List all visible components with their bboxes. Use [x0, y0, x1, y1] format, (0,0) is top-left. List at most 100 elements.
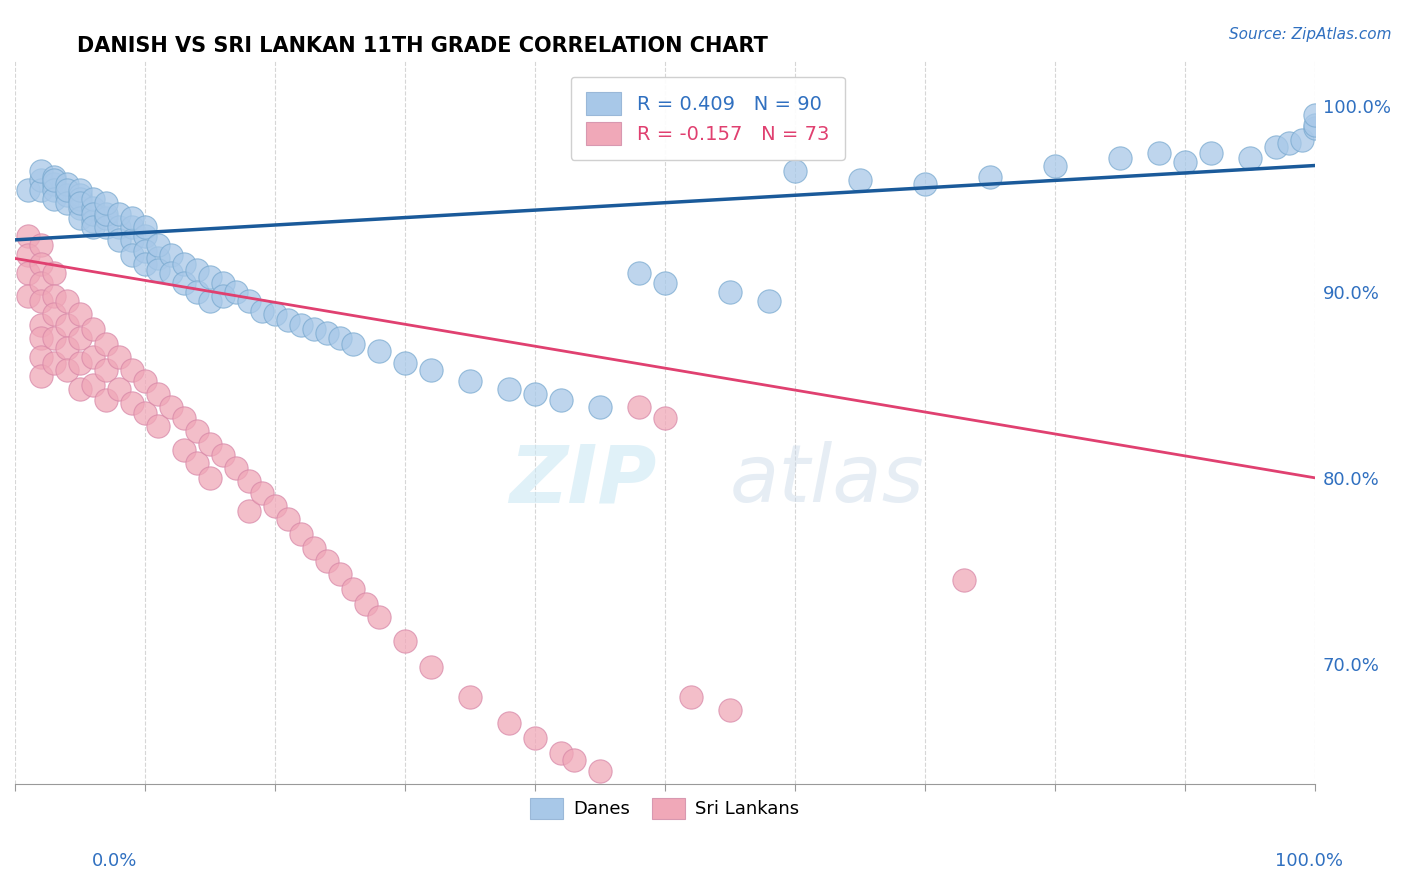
- Point: [69, 188, 91, 202]
- Point: [30, 173, 52, 187]
- Point: [186, 285, 208, 299]
- Point: [1239, 151, 1261, 165]
- Legend: Danes, Sri Lankans: Danes, Sri Lankans: [523, 791, 807, 826]
- Point: [82, 192, 104, 206]
- Point: [108, 382, 131, 396]
- Point: [783, 164, 806, 178]
- Point: [849, 173, 872, 187]
- Point: [42, 307, 65, 321]
- Point: [56, 195, 79, 210]
- Point: [198, 270, 221, 285]
- Point: [42, 173, 65, 187]
- Point: [17, 183, 39, 197]
- Point: [173, 257, 195, 271]
- Point: [94, 211, 117, 225]
- Point: [1043, 159, 1066, 173]
- Point: [914, 177, 936, 191]
- Point: [758, 294, 780, 309]
- Point: [173, 411, 195, 425]
- Point: [198, 294, 221, 309]
- Point: [134, 374, 156, 388]
- Text: DANISH VS SRI LANKAN 11TH GRADE CORRELATION CHART: DANISH VS SRI LANKAN 11TH GRADE CORRELAT…: [77, 36, 768, 55]
- Point: [82, 350, 104, 364]
- Point: [42, 266, 65, 280]
- Point: [94, 219, 117, 234]
- Text: 0.0%: 0.0%: [91, 852, 136, 870]
- Point: [42, 355, 65, 369]
- Point: [198, 437, 221, 451]
- Point: [212, 449, 235, 463]
- Point: [277, 313, 299, 327]
- Point: [121, 233, 143, 247]
- Point: [17, 229, 39, 244]
- Point: [277, 511, 299, 525]
- Point: [108, 233, 131, 247]
- Point: [30, 331, 52, 345]
- Point: [264, 307, 287, 321]
- Point: [69, 202, 91, 216]
- Point: [419, 660, 441, 674]
- Point: [82, 219, 104, 234]
- Point: [56, 363, 79, 377]
- Point: [121, 219, 143, 234]
- Point: [108, 207, 131, 221]
- Point: [302, 541, 325, 556]
- Point: [121, 248, 143, 262]
- Point: [42, 192, 65, 206]
- Point: [1291, 132, 1313, 146]
- Point: [238, 475, 260, 489]
- Point: [69, 307, 91, 321]
- Point: [302, 322, 325, 336]
- Point: [1108, 151, 1130, 165]
- Point: [523, 731, 546, 745]
- Point: [290, 526, 312, 541]
- Point: [952, 573, 974, 587]
- Point: [42, 183, 65, 197]
- Point: [1303, 108, 1326, 122]
- Point: [134, 244, 156, 258]
- Point: [238, 504, 260, 518]
- Point: [419, 363, 441, 377]
- Point: [42, 331, 65, 345]
- Point: [225, 461, 247, 475]
- Point: [69, 382, 91, 396]
- Point: [173, 442, 195, 457]
- Point: [30, 257, 52, 271]
- Point: [550, 746, 572, 760]
- Point: [1199, 145, 1222, 160]
- Point: [134, 219, 156, 234]
- Point: [17, 266, 39, 280]
- Point: [69, 355, 91, 369]
- Point: [316, 326, 339, 340]
- Point: [290, 318, 312, 333]
- Point: [146, 262, 169, 277]
- Point: [264, 499, 287, 513]
- Point: [1147, 145, 1170, 160]
- Point: [238, 294, 260, 309]
- Point: [186, 262, 208, 277]
- Point: [82, 377, 104, 392]
- Point: [367, 344, 389, 359]
- Point: [94, 337, 117, 351]
- Point: [30, 164, 52, 178]
- Point: [134, 257, 156, 271]
- Point: [1303, 121, 1326, 136]
- Point: [56, 341, 79, 355]
- Point: [30, 350, 52, 364]
- Point: [654, 276, 676, 290]
- Point: [134, 229, 156, 244]
- Point: [146, 387, 169, 401]
- Point: [146, 418, 169, 433]
- Point: [42, 177, 65, 191]
- Point: [589, 400, 612, 414]
- Point: [718, 285, 741, 299]
- Point: [69, 192, 91, 206]
- Point: [69, 331, 91, 345]
- Point: [979, 169, 1001, 184]
- Point: [82, 207, 104, 221]
- Point: [186, 456, 208, 470]
- Point: [94, 207, 117, 221]
- Point: [173, 276, 195, 290]
- Point: [1303, 118, 1326, 132]
- Point: [458, 374, 481, 388]
